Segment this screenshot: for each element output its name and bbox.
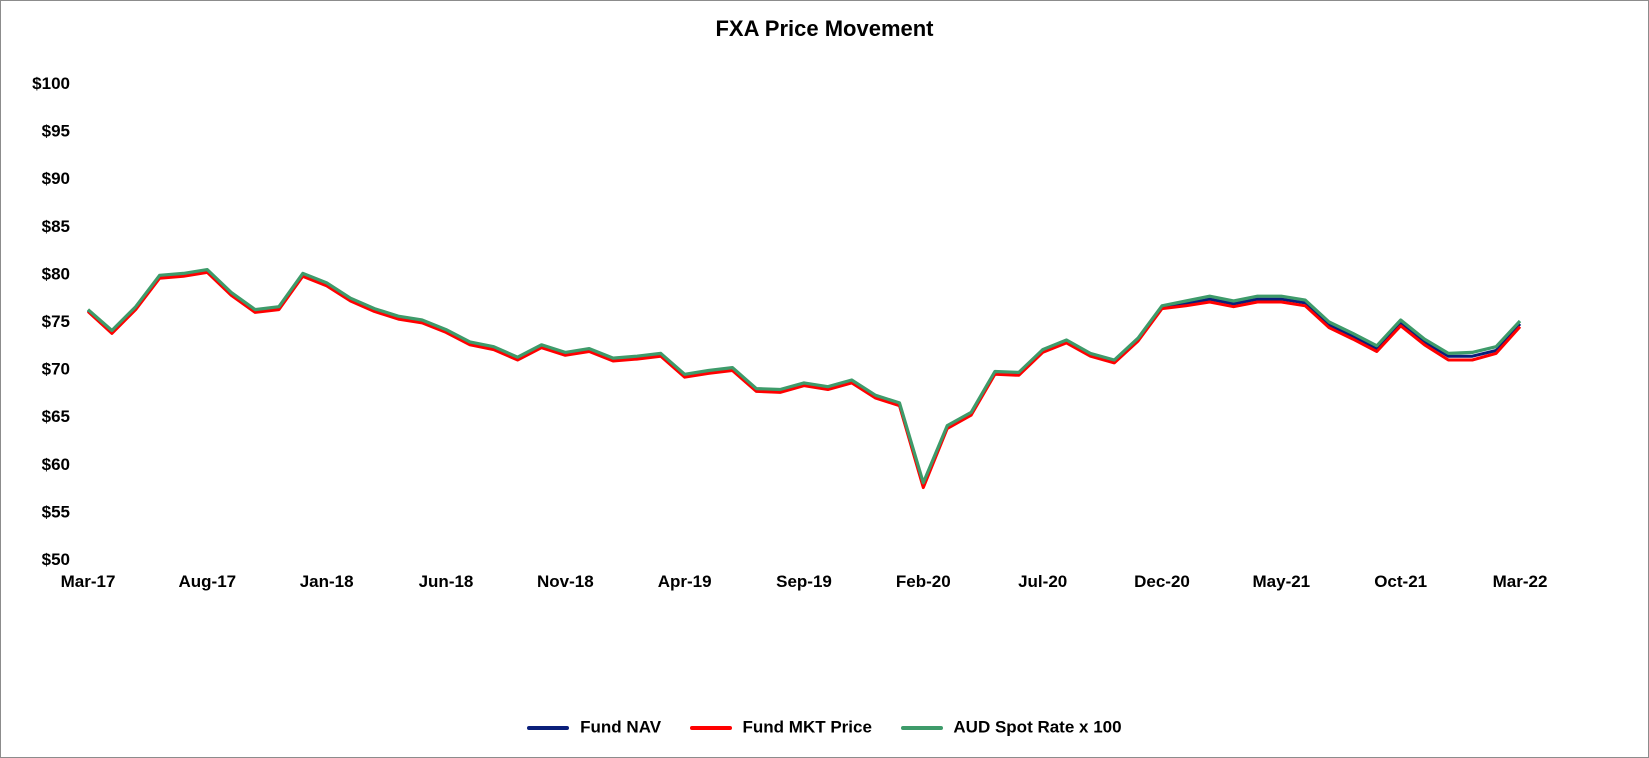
y-tick-label: $65 <box>42 407 70 426</box>
y-tick-label: $80 <box>42 264 70 283</box>
legend-swatch-fund-nav <box>527 725 570 730</box>
chart-title: FXA Price Movement <box>715 16 934 41</box>
y-tick-label: $50 <box>42 550 70 569</box>
legend-item-fund-nav: Fund NAV <box>527 717 661 738</box>
series-line-fund-nav <box>86 270 1522 488</box>
line-chart: $50 $55 $60 $65 $70 $75 $80 $85 $90 $95 $100 Mar-1… <box>32 74 1548 591</box>
y-axis: $50 $55 $60 $65 $70 $75 $80 $85 $90 $95 $100 <box>32 74 70 569</box>
legend-label-fund-mkt-price: Fund MKT Price <box>742 717 872 737</box>
legend-label-fund-nav: Fund NAV <box>580 717 662 737</box>
x-tick-label: Mar-22 <box>1493 572 1548 591</box>
y-tick-label: $55 <box>42 502 70 521</box>
y-tick-label: $95 <box>42 122 70 141</box>
x-tick-label: Apr-19 <box>658 572 712 591</box>
x-tick-label: Jul-20 <box>1018 572 1067 591</box>
x-tick-label: Mar-17 <box>61 572 116 591</box>
legend-label-aud-spot-rate: AUD Spot Rate x 100 <box>953 717 1122 737</box>
y-tick-label: $85 <box>42 217 70 236</box>
y-tick-label: $90 <box>42 169 70 188</box>
legend-item-aud-spot-rate: AUD Spot Rate x 100 <box>900 717 1122 738</box>
x-tick-label: Aug-17 <box>179 572 237 591</box>
y-tick-label: $70 <box>42 360 70 379</box>
series-line-aud-spot-rate-x-100 <box>86 268 1522 485</box>
series-lines <box>86 268 1522 490</box>
legend-swatch-aud-spot-rate <box>900 725 943 730</box>
x-tick-label: Feb-20 <box>896 572 951 591</box>
legend-swatch-fund-mkt-price <box>689 725 732 730</box>
series-line-fund-mkt-price <box>86 270 1522 490</box>
x-tick-label: Jun-18 <box>419 572 474 591</box>
legend: Fund NAV Fund MKT Price AUD Spot Rate x … <box>0 717 1649 738</box>
legend-item-fund-mkt-price: Fund MKT Price <box>689 717 872 738</box>
y-tick-label: $60 <box>42 455 70 474</box>
y-tick-label: $100 <box>32 74 70 93</box>
x-tick-label: May-21 <box>1253 572 1311 591</box>
x-axis: Mar-17 Aug-17 Jan-18 Jun-18 Nov-18 Apr-19 Sep-… <box>61 572 1548 591</box>
x-tick-label: Sep-19 <box>776 572 832 591</box>
x-tick-label: Nov-18 <box>537 572 594 591</box>
x-tick-label: Oct-21 <box>1374 572 1427 591</box>
y-tick-label: $75 <box>42 312 70 331</box>
x-tick-label: Dec-20 <box>1134 572 1190 591</box>
x-tick-label: Jan-18 <box>300 572 354 591</box>
